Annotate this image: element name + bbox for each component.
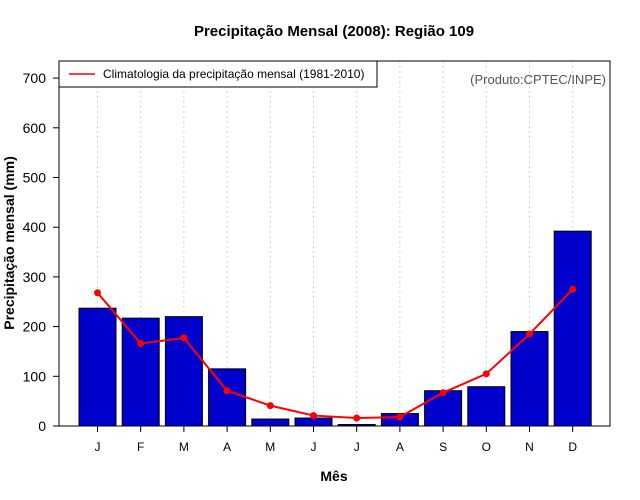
y-tick-label: 300 <box>23 269 47 285</box>
bar-4 <box>208 368 247 427</box>
x-tick-label: J <box>354 440 360 454</box>
climatology-point-11 <box>526 330 533 338</box>
x-tick-label: N <box>525 440 534 454</box>
grid-lines <box>97 61 574 426</box>
bar-12 <box>553 230 592 427</box>
legend-box <box>58 60 378 88</box>
y-tick-label: 0 <box>38 418 46 434</box>
climatology-point-3 <box>180 334 188 342</box>
climatology-point-12 <box>569 285 577 293</box>
x-tick-label: D <box>568 440 577 454</box>
y-tick-label: 600 <box>23 120 47 136</box>
y-tick-label: 400 <box>23 219 47 235</box>
source-annotation: (Produto:CPTEC/INPE) <box>470 72 606 87</box>
bar-6 <box>294 417 333 427</box>
x-tick-label: F <box>137 440 144 454</box>
climatology-point-1 <box>94 289 101 297</box>
chart-title: Precipitação Mensal (2008): Região 109 <box>194 23 474 40</box>
climatology-point-4 <box>223 387 231 395</box>
x-tick-label: S <box>439 440 447 454</box>
legend: Climatologia da precipitação mensal (198… <box>58 60 378 88</box>
climatology-point-8 <box>396 413 404 421</box>
climatology-point-5 <box>266 402 274 410</box>
climatology-line <box>96 288 574 420</box>
x-tick-label: A <box>223 440 231 454</box>
climatology-point-6 <box>310 412 317 420</box>
x-tick-label: M <box>265 440 275 454</box>
bar-2 <box>121 317 160 427</box>
climatology-point-2 <box>137 339 145 347</box>
climatology-point-7 <box>353 414 361 422</box>
y-tick-label: 200 <box>23 319 47 335</box>
bar-1 <box>78 307 117 427</box>
x-tick-label: O <box>482 440 491 454</box>
x-tick-label: A <box>396 440 404 454</box>
bar-10 <box>467 386 506 427</box>
bar-5 <box>251 418 290 427</box>
x-axis-label: Mês <box>320 468 347 484</box>
y-tick-label: 500 <box>23 170 47 186</box>
x-tick-label: M <box>179 440 189 454</box>
bar-series <box>78 230 592 427</box>
y-tick-label: 100 <box>23 368 47 384</box>
climatology-point-10 <box>482 370 490 378</box>
climatology-line-series <box>94 285 577 422</box>
x-tick-label: J <box>95 440 101 454</box>
legend-label: Climatologia da precipitação mensal (198… <box>103 67 364 81</box>
y-axis: 0 100 200 300 400 500 600 700 <box>23 70 59 434</box>
climatology-point-9 <box>439 389 447 397</box>
bar-3 <box>164 316 203 427</box>
x-tick-label: J <box>311 440 317 454</box>
y-tick-label: 700 <box>23 70 47 86</box>
y-axis-label: Precipitação mensal (mm) <box>1 156 17 330</box>
